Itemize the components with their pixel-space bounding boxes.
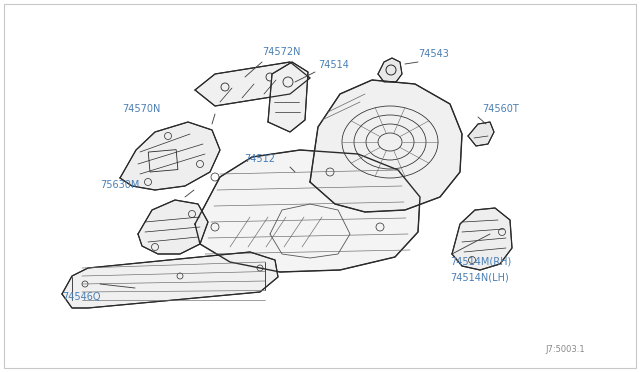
- Text: 74514N(LH): 74514N(LH): [450, 272, 509, 282]
- Text: 74512: 74512: [244, 154, 275, 164]
- Polygon shape: [310, 80, 462, 212]
- Polygon shape: [268, 62, 308, 132]
- Text: 75630M: 75630M: [100, 180, 140, 190]
- Text: J7:5003.1: J7:5003.1: [545, 345, 584, 354]
- Polygon shape: [468, 122, 494, 146]
- Text: 74560T: 74560T: [482, 104, 519, 114]
- Polygon shape: [195, 62, 310, 106]
- Polygon shape: [138, 200, 208, 254]
- Text: 74543: 74543: [418, 49, 449, 59]
- Polygon shape: [195, 150, 420, 272]
- Text: 74546Q: 74546Q: [62, 292, 100, 302]
- Polygon shape: [452, 208, 512, 270]
- Text: 74570N: 74570N: [122, 104, 161, 114]
- Polygon shape: [378, 58, 402, 82]
- Polygon shape: [120, 122, 220, 190]
- Text: 74514M(RH): 74514M(RH): [450, 257, 511, 267]
- Polygon shape: [62, 252, 278, 308]
- Text: 74514: 74514: [318, 60, 349, 70]
- Bar: [148, 150, 178, 172]
- Text: 74572N: 74572N: [262, 47, 301, 57]
